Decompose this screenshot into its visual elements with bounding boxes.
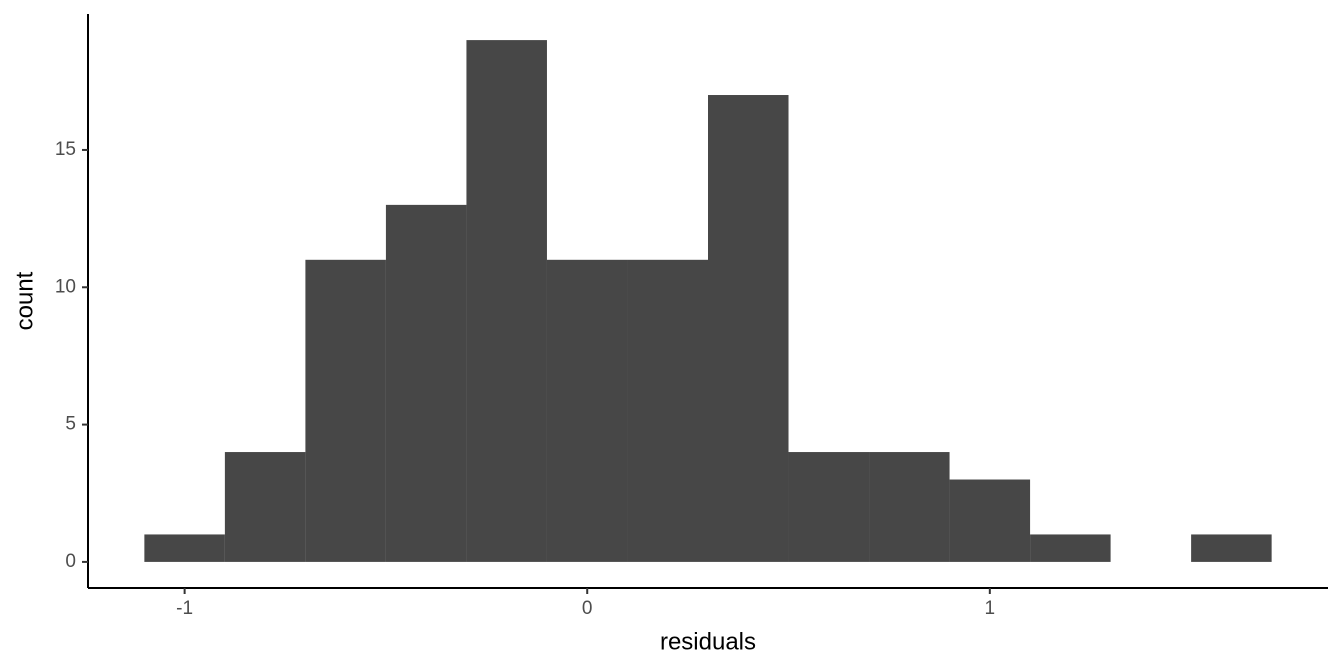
bar (788, 452, 870, 562)
x-axis-title: residuals (660, 628, 756, 655)
bar (466, 40, 547, 562)
bar (949, 479, 1031, 562)
bar (224, 452, 306, 562)
bar (627, 259, 708, 562)
y-axis-title: count (11, 271, 38, 330)
bar (1030, 534, 1111, 562)
y-tick-label: 0 (65, 551, 76, 572)
bar (869, 452, 950, 562)
bar (1191, 534, 1272, 562)
bar (546, 259, 628, 562)
bar (305, 259, 386, 562)
bar (708, 95, 789, 562)
x-tick-label: 1 (985, 598, 996, 619)
y-tick-label: 5 (65, 414, 76, 435)
y-tick-label: 10 (55, 276, 76, 297)
bar (385, 204, 467, 562)
y-tick-label: 15 (55, 139, 76, 160)
x-tick-label: -1 (176, 598, 193, 619)
bar (144, 534, 225, 562)
x-tick-label: 0 (582, 598, 593, 619)
